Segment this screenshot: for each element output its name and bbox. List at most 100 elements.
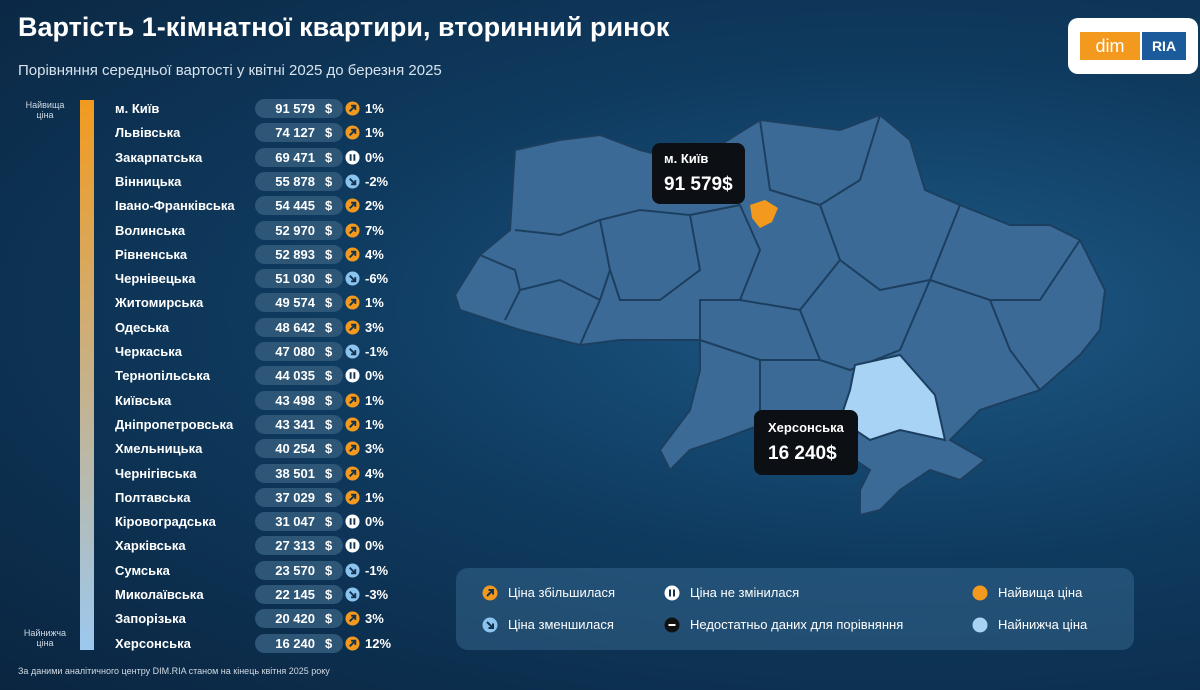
change: 7% [365, 222, 384, 238]
table-row: Київська 43 498 $1% [115, 390, 415, 411]
logo: dim RIA [1068, 18, 1198, 74]
callout: м. Київ 91 579$ [652, 143, 745, 204]
icon-bg [345, 514, 360, 529]
region-name: Полтавська [115, 489, 191, 505]
currency: $ [325, 514, 333, 530]
price: 49 574 [275, 295, 315, 311]
currency: $ [325, 198, 333, 214]
arrow [349, 226, 357, 234]
arrow [349, 323, 357, 331]
table-row: Полтавська 37 029 $1% [115, 487, 415, 508]
price: 74 127 [275, 125, 315, 141]
borders [479, 114, 1081, 425]
legend-label: Недостатньо даних для порівняння [690, 617, 904, 632]
icon [972, 585, 988, 601]
icon-bg [972, 585, 988, 601]
region-name: Одеська [115, 319, 170, 335]
region-name: Хмельницька [115, 441, 203, 457]
change: 12% [365, 635, 392, 651]
scale-top: Найвища ціна [25, 100, 65, 120]
price: 20 420 [275, 611, 315, 627]
arrow [349, 615, 357, 623]
arrow [349, 639, 357, 647]
table-row: Черкаська 47 080 $ -1% [115, 342, 415, 362]
region-name: Закарпатська [115, 149, 203, 165]
callout-value: 16 240$ [768, 443, 837, 464]
price-pill: 74 127 $ [255, 123, 343, 143]
change: 1% [365, 295, 384, 311]
change: 1% [365, 101, 384, 116]
region-name: Львівська [115, 125, 181, 141]
change: 3% [365, 319, 384, 335]
arrow [349, 201, 357, 210]
price-pill: 38 501 $ [255, 463, 343, 483]
icon [345, 295, 360, 310]
currency: $ [325, 125, 333, 141]
table-row: Сумська 23 570 $ -1% [115, 560, 415, 581]
currency: $ [325, 441, 333, 457]
callout-name: м. Київ [664, 151, 709, 166]
icon [345, 101, 360, 116]
icon [345, 150, 360, 165]
table-row: Херсонська 16 240 $12% [115, 633, 415, 654]
scale-bar [80, 100, 94, 650]
icon-bg [664, 585, 680, 601]
arrow [349, 591, 357, 599]
legend: Ціна збільшилася Ціна не змінилася Найвища… [456, 568, 1134, 650]
price-pill: 48 642 $ [255, 317, 343, 337]
table-row: Чернівецька 51 030 $ -6% [115, 269, 415, 289]
icon [345, 320, 360, 335]
change: 1% [365, 392, 384, 408]
region-name: Херсонська [115, 635, 191, 651]
table-row: Чернігівська 38 501 $4% [115, 463, 415, 484]
change: 4% [365, 465, 384, 481]
price-pill: 91 579 $ [255, 99, 343, 118]
change: 0% [365, 538, 384, 554]
region-name: Тернопільська [115, 368, 210, 384]
currency: $ [325, 368, 333, 384]
logo-right: RIA [1142, 32, 1186, 60]
legend-label: Найвища ціна [998, 585, 1083, 600]
icon [345, 393, 360, 408]
arrow [349, 250, 357, 258]
pause [349, 518, 356, 525]
currency: $ [325, 465, 333, 481]
icon [345, 514, 360, 529]
icon [345, 563, 360, 578]
currency: $ [325, 319, 333, 335]
region-name: Рівненська [115, 246, 188, 262]
price-pill: 55 878 $ [255, 171, 343, 191]
price: 38 501 [275, 465, 315, 481]
region-name: Івано-Франківська [115, 198, 235, 214]
icon [345, 587, 360, 602]
price: 27 313 [275, 538, 315, 554]
currency: $ [325, 562, 333, 578]
legend-label: Ціна збільшилася [508, 585, 616, 600]
region-name: м. Київ [115, 101, 160, 116]
price: 91 579 [275, 101, 315, 116]
currency: $ [325, 222, 333, 238]
kherson-region [838, 353, 947, 442]
price: 43 498 [275, 392, 315, 408]
icon [345, 125, 360, 140]
table-row: м. Київ 91 579 $ 1% [115, 99, 415, 119]
icon [345, 344, 360, 359]
currency: $ [325, 271, 333, 287]
currency: $ [325, 587, 333, 602]
icon [664, 585, 680, 601]
region-name: Вінницька [115, 173, 182, 189]
icon [345, 174, 360, 189]
arrow [349, 396, 357, 404]
arrow [486, 621, 494, 629]
region-name: Київська [115, 392, 172, 408]
currency: $ [325, 392, 333, 408]
price: 51 030 [275, 271, 315, 287]
title: Вартість 1-кімнатної квартири, вторинний… [18, 12, 670, 42]
arrow [349, 469, 357, 477]
icon [482, 617, 498, 633]
icon [345, 271, 360, 286]
icon [345, 465, 360, 481]
table-row: Житомирська 49 574 $1% [115, 293, 415, 313]
price-pill: 49 574 $ [255, 293, 343, 313]
